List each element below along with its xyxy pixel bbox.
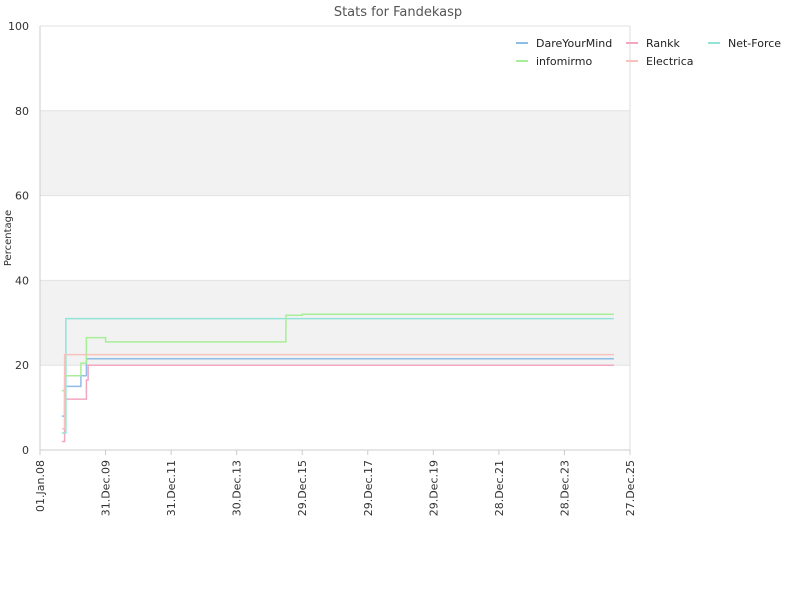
- legend-label: Net-Force: [728, 37, 781, 50]
- x-tick-label: 01.Jan.08: [34, 460, 47, 512]
- y-tick-label: 20: [15, 359, 29, 372]
- chart-title: Stats for Fandekasp: [334, 5, 462, 20]
- legend: DareYourMind Rankk Net-Force infomirmo Elect…: [516, 37, 781, 68]
- x-tick-label: 31.Dec.09: [100, 460, 113, 516]
- legend-label: infomirmo: [536, 55, 592, 68]
- plot-band: [40, 110, 630, 196]
- plot-background-bands: [40, 26, 630, 450]
- y-tick-label: 0: [22, 444, 29, 457]
- plot-band: [40, 280, 630, 366]
- x-tick-label: 29.Dec.19: [427, 460, 440, 516]
- series-line: [61, 353, 614, 430]
- plot-band: [40, 26, 630, 111]
- y-axis-label: Percentage: [3, 210, 14, 266]
- series-line: [61, 313, 614, 392]
- series-lines: [61, 313, 614, 443]
- y-tick-labels: 0 20 40 60 80 100: [8, 20, 29, 457]
- plot-band: [40, 195, 630, 281]
- series-line: [61, 317, 614, 434]
- x-tick-label: 30.Dec.13: [231, 460, 244, 516]
- series-line: [61, 364, 614, 443]
- x-tick-label: 27.Dec.25: [624, 460, 637, 516]
- y-tick-label: 60: [15, 190, 29, 203]
- plot-band: [40, 365, 630, 450]
- legend-label: Rankk: [646, 37, 680, 50]
- x-tick-label: 29.Dec.17: [362, 460, 375, 516]
- x-tick-label: 28.Dec.21: [493, 460, 506, 516]
- x-tick-label: 28.Dec.23: [558, 460, 571, 516]
- y-tick-label: 80: [15, 105, 29, 118]
- y-tick-label: 100: [8, 20, 29, 33]
- x-tick-labels: 01.Jan.08 31.Dec.09 31.Dec.11 30.Dec.13 29.D…: [34, 450, 637, 516]
- x-tick-label: 29.Dec.15: [296, 460, 309, 516]
- y-tick-label: 40: [15, 274, 29, 287]
- legend-label: Electrica: [646, 55, 694, 68]
- x-tick-label: 31.Dec.11: [165, 460, 178, 516]
- legend-label: DareYourMind: [536, 37, 612, 50]
